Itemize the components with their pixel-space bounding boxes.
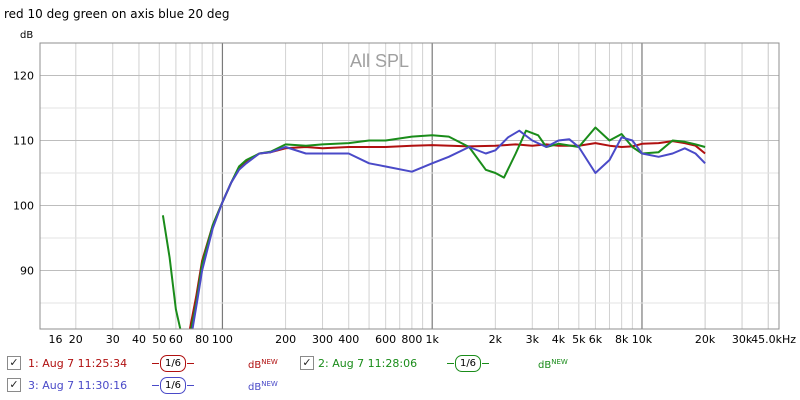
x-tick-label: 80 bbox=[195, 333, 209, 345]
y-tick-label: 90 bbox=[20, 265, 34, 278]
series-2-unit: dBNEW bbox=[538, 358, 568, 371]
x-tick-label: 45.0kHz bbox=[751, 333, 796, 345]
x-tick-label: 30k bbox=[732, 333, 753, 345]
x-tick-label: 6k bbox=[589, 333, 603, 345]
y-tick-label: 120 bbox=[13, 70, 34, 83]
series-1-unit: dBNEW bbox=[248, 358, 278, 371]
series-3-checkbox[interactable]: ✓ bbox=[7, 378, 21, 392]
series-3-unit-text: dB bbox=[248, 382, 262, 393]
smoothing-2-left-tail bbox=[447, 363, 454, 364]
series-2-checkbox[interactable]: ✓ bbox=[300, 356, 314, 370]
x-tick-label: 300 bbox=[312, 333, 333, 345]
x-tick-label: 20k bbox=[695, 333, 716, 345]
series-1-label[interactable]: 1: Aug 7 11:25:34 bbox=[28, 357, 128, 370]
x-tick-label: 400 bbox=[338, 333, 359, 345]
x-tick-label: 30 bbox=[106, 333, 120, 345]
x-tick-label: 10k bbox=[632, 333, 653, 345]
overlay-label: All SPL bbox=[350, 51, 409, 71]
series-line-3 bbox=[191, 129, 706, 329]
x-tick-label: 20 bbox=[69, 333, 83, 345]
smoothing-3-right-tail bbox=[187, 385, 194, 386]
series-1-checkbox[interactable]: ✓ bbox=[7, 356, 21, 370]
plot-frame bbox=[39, 42, 780, 330]
y-tick-label: 110 bbox=[13, 135, 34, 148]
grid bbox=[40, 42, 779, 329]
x-tick-label: 200 bbox=[275, 333, 296, 345]
x-tick-label: 4k bbox=[552, 333, 566, 345]
smoothing-3-button[interactable]: 1/6 bbox=[160, 377, 186, 394]
y-axis-label: dB bbox=[20, 30, 33, 41]
smoothing-3-left-tail bbox=[152, 385, 159, 386]
plot-area bbox=[40, 43, 779, 329]
smoothing-1-left-tail bbox=[152, 363, 159, 364]
x-tick-label: 40 bbox=[132, 333, 146, 345]
series-3-label[interactable]: 3: Aug 7 11:30:16 bbox=[28, 379, 128, 392]
x-tick-label: 600 bbox=[375, 333, 396, 345]
smoothing-1-button[interactable]: 1/6 bbox=[160, 355, 186, 372]
x-tick-label: 8k bbox=[615, 333, 629, 345]
smoothing-2-button[interactable]: 1/6 bbox=[455, 355, 481, 372]
x-tick-label: 60 bbox=[169, 333, 183, 345]
series-1-unit-text: dB bbox=[248, 360, 262, 371]
series-3-unit-sup: NEW bbox=[261, 380, 278, 388]
series-2-label[interactable]: 2: Aug 7 11:28:06 bbox=[318, 357, 418, 370]
smoothing-1-right-tail bbox=[187, 363, 194, 364]
x-tick-label: 1k bbox=[426, 333, 440, 345]
x-tick-label: 50 bbox=[152, 333, 166, 345]
legend-item-1: ✓ 1: Aug 7 11:25:34 1/6 dBNEW ✓ 2: Aug 7… bbox=[0, 355, 800, 373]
window-title: red 10 deg green on axis blue 20 deg bbox=[4, 7, 230, 21]
x-tick-label: 800 bbox=[401, 333, 422, 345]
x-tick-label: 100 bbox=[212, 333, 233, 345]
smoothing-2-right-tail bbox=[482, 363, 489, 364]
x-tick-label: 3k bbox=[526, 333, 540, 345]
series-2-unit-text: dB bbox=[538, 360, 552, 371]
series-line-2 bbox=[161, 126, 706, 329]
x-tick-label: 16 bbox=[48, 333, 62, 345]
x-tick-label: 5k bbox=[572, 333, 586, 345]
x-tick-label: 2k bbox=[489, 333, 503, 345]
series-3-unit: dBNEW bbox=[248, 380, 278, 393]
series-2-unit-sup: NEW bbox=[551, 358, 568, 366]
y-tick-label: 100 bbox=[13, 200, 34, 213]
series-1-unit-sup: NEW bbox=[261, 358, 278, 366]
legend-item-3: ✓ 3: Aug 7 11:30:16 1/6 dBNEW bbox=[0, 377, 800, 395]
